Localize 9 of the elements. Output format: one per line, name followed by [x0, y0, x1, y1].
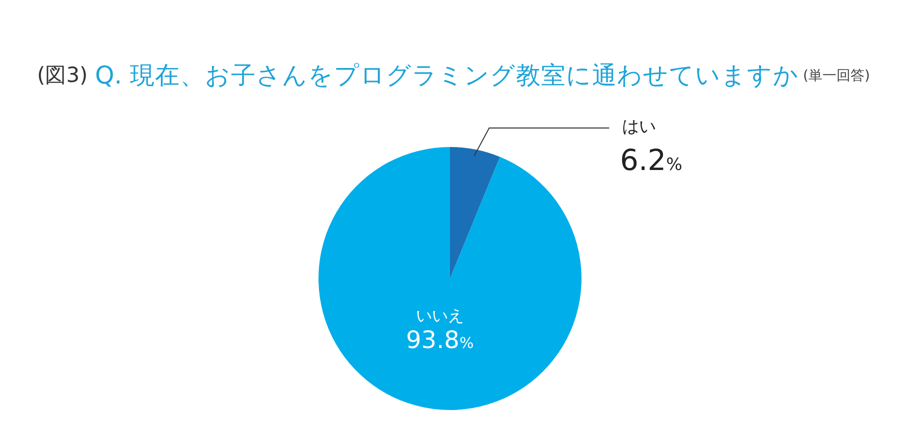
chart-title: Q. 現在、お子さんをプログラミング教室に通わせていますか: [95, 60, 799, 90]
data-label: 93.8%: [406, 326, 474, 354]
slice-label: いいえ: [416, 306, 464, 325]
text: (単一回答): [803, 68, 870, 84]
pie-slice: [318, 147, 582, 410]
data-label: 6.2%: [620, 143, 682, 177]
slice-label: はい: [622, 117, 656, 137]
text: (図3): [37, 63, 88, 87]
pie-slice: [450, 147, 500, 278]
